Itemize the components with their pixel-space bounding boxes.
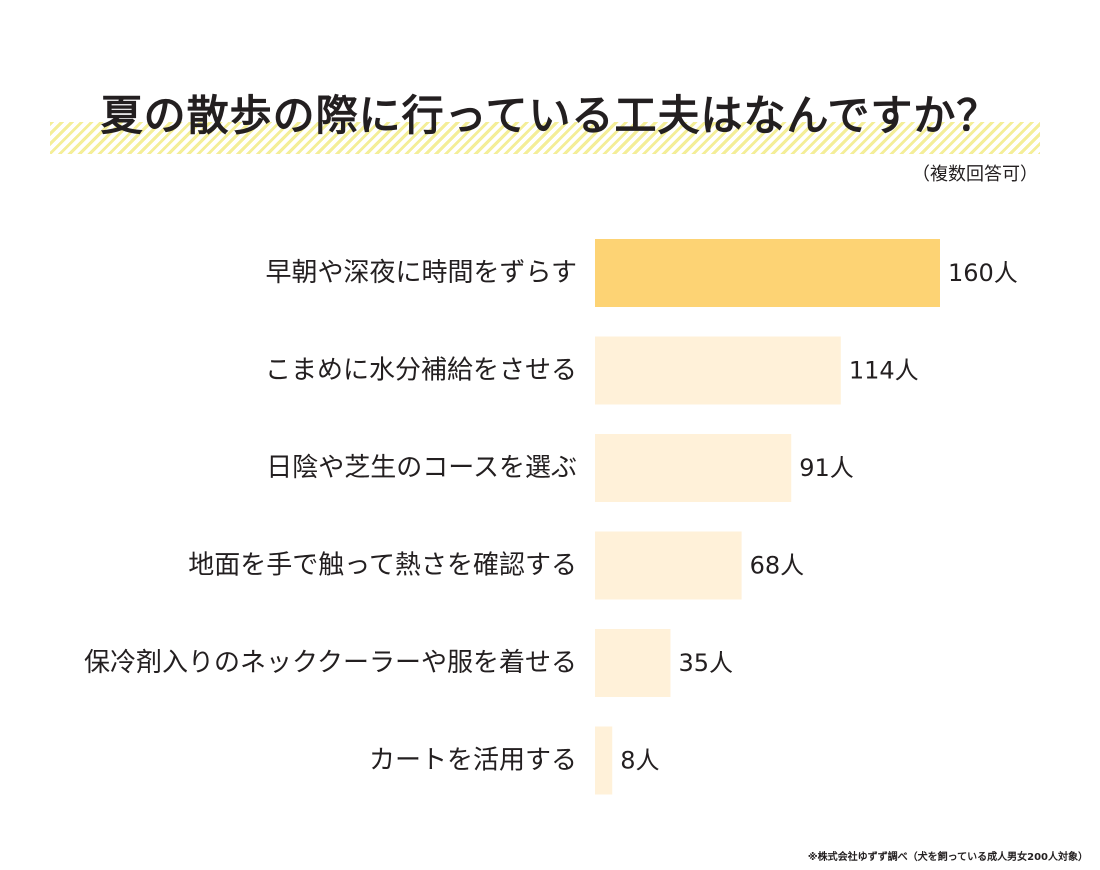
value-label-6: 8人	[620, 747, 659, 775]
chart-subtitle: （複数回答可）	[912, 164, 1038, 185]
bar-2	[595, 336, 841, 405]
bar-6	[595, 726, 613, 795]
category-label-4: 地面を手で触って熱さを確認する	[188, 551, 577, 581]
bar-5	[595, 629, 671, 697]
source-note: ※株式会社ゆずず調べ（犬を飼っている成人男女200人対象）	[807, 852, 1088, 863]
value-label-5: 35人	[678, 649, 733, 677]
value-label-2: 114人	[849, 357, 919, 385]
category-label-2: こまめに水分補給をさせる	[265, 356, 577, 386]
page-title: 夏の散歩の際に行っている工夫はなんですか？	[100, 91, 1000, 140]
value-label-3: 91人	[799, 454, 854, 482]
category-label-3: 日陰や芝生のコースを選ぶ	[266, 453, 577, 483]
bar-1	[595, 239, 940, 307]
value-label-4: 68人	[750, 552, 805, 580]
bar-4	[595, 531, 742, 600]
category-label-6: カートを活用する	[369, 746, 577, 776]
category-label-5: 保冷剤入りのネッククーラーや服を着せる	[84, 648, 577, 678]
category-label-1: 早朝や深夜に時間をずらす	[266, 258, 577, 288]
value-label-1: 160人	[948, 259, 1018, 287]
title-highlight-stripe	[50, 122, 1040, 154]
bar-3	[595, 434, 792, 502]
